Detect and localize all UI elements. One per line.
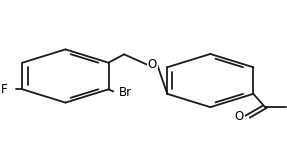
Text: O: O: [234, 110, 243, 123]
Text: F: F: [1, 83, 8, 96]
Text: O: O: [148, 58, 157, 71]
Text: Br: Br: [119, 86, 132, 99]
